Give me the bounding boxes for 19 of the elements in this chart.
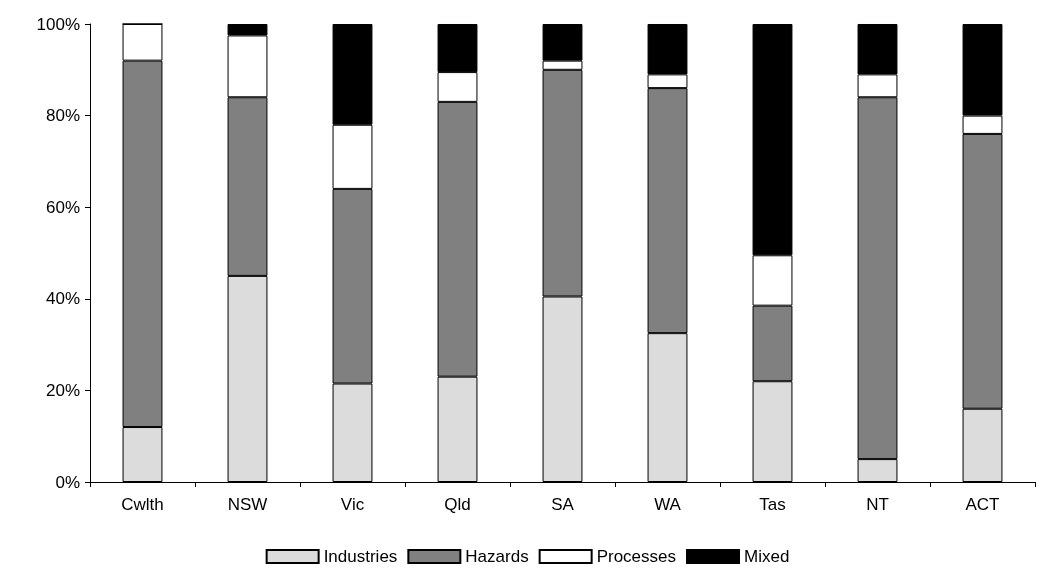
x-tick-label: ACT [965,495,1000,514]
x-tick-label: Qld [444,495,471,514]
x-tick-label: Vic [340,495,365,514]
legend-label: Hazards [465,547,529,566]
x-tick-label: SA [551,495,575,514]
legend-label: Mixed [744,547,790,566]
y-tick-label: 60% [45,197,80,217]
y-tick-label: 0% [55,472,80,492]
x-tick-label: NSW [227,495,268,514]
y-tick-label: 80% [45,106,80,126]
x-tick-label: WA [654,495,682,514]
y-tick-label: 40% [45,289,80,309]
y-tick-label: 20% [45,380,80,400]
legend-label: Industries [323,547,398,566]
x-tick-label: Tas [759,495,786,514]
y-tick-label: 100% [36,14,80,34]
x-tick-label: NT [866,495,889,514]
x-tick-label: Cwlth [121,495,164,514]
legend-label: Processes [596,547,677,566]
